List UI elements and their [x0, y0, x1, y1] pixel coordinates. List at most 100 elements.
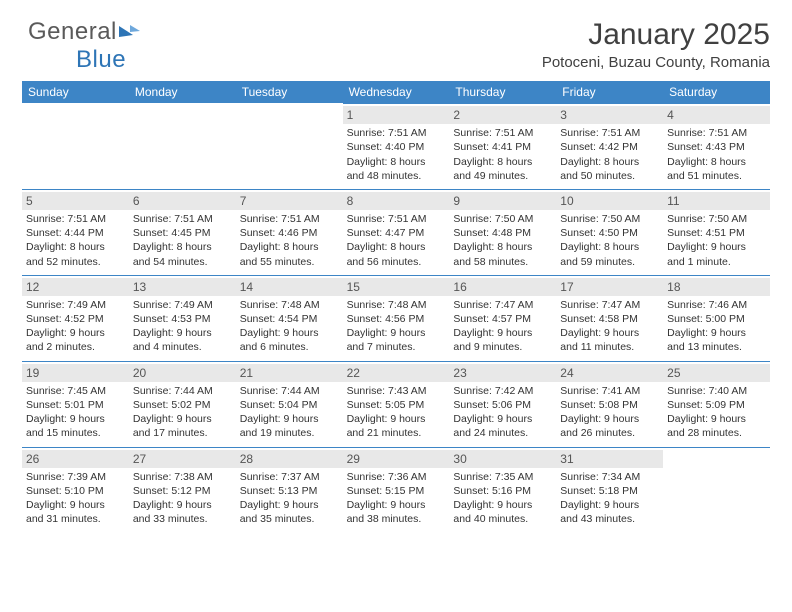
day-number: 18	[663, 278, 770, 296]
sunset-line: Sunset: 4:46 PM	[240, 226, 339, 240]
day-cell: 23Sunrise: 7:42 AMSunset: 5:06 PMDayligh…	[449, 361, 556, 447]
sunset-line: Sunset: 4:56 PM	[347, 312, 446, 326]
sunrise-line: Sunrise: 7:45 AM	[26, 384, 125, 398]
sunset-line: Sunset: 5:01 PM	[26, 398, 125, 412]
daylight-line: Daylight: 9 hours and 38 minutes.	[347, 498, 446, 526]
day-cell: 5Sunrise: 7:51 AMSunset: 4:44 PMDaylight…	[22, 189, 129, 275]
sunrise-line: Sunrise: 7:46 AM	[667, 298, 766, 312]
day-header: Sunday	[22, 81, 129, 103]
day-cell: 27Sunrise: 7:38 AMSunset: 5:12 PMDayligh…	[129, 447, 236, 533]
day-number: 8	[343, 192, 450, 210]
sunrise-line: Sunrise: 7:34 AM	[560, 470, 659, 484]
sunrise-line: Sunrise: 7:44 AM	[133, 384, 232, 398]
sunrise-line: Sunrise: 7:51 AM	[133, 212, 232, 226]
day-number: 6	[129, 192, 236, 210]
daylight-line: Daylight: 8 hours and 52 minutes.	[26, 240, 125, 268]
day-number: 17	[556, 278, 663, 296]
day-number: 10	[556, 192, 663, 210]
daylight-line: Daylight: 9 hours and 13 minutes.	[667, 326, 766, 354]
daylight-line: Daylight: 9 hours and 9 minutes.	[453, 326, 552, 354]
day-header: Tuesday	[236, 81, 343, 103]
daylight-line: Daylight: 8 hours and 56 minutes.	[347, 240, 446, 268]
logo-text-1: General	[28, 18, 117, 45]
day-number: 7	[236, 192, 343, 210]
day-number: 22	[343, 364, 450, 382]
day-cell: 13 Sunrise: 7:49 AMSunset: 4:53 PMDayligh…	[129, 275, 236, 361]
daylight-line: Daylight: 9 hours and 6 minutes.	[240, 326, 339, 354]
day-cell: 18Sunrise: 7:46 AMSunset: 5:00 PMDayligh…	[663, 275, 770, 361]
sunset-line: Sunset: 5:16 PM	[453, 484, 552, 498]
day-cell: 15Sunrise: 7:48 AMSunset: 4:56 PMDayligh…	[343, 275, 450, 361]
day-number: 5	[22, 192, 129, 210]
sunset-line: Sunset: 4:48 PM	[453, 226, 552, 240]
sunrise-line: Sunrise: 7:50 AM	[560, 212, 659, 226]
day-header: Monday	[129, 81, 236, 103]
logo-triangle2-icon	[130, 25, 140, 32]
sunrise-line: Sunrise: 7:50 AM	[453, 212, 552, 226]
daylight-line: Daylight: 9 hours and 43 minutes.	[560, 498, 659, 526]
sunset-line: Sunset: 4:52 PM	[26, 312, 125, 326]
daylight-line: Daylight: 9 hours and 4 minutes.	[133, 326, 232, 354]
day-cell: 14 Sunrise: 7:48 AMSunset: 4:54 PMDayligh…	[236, 275, 343, 361]
sunset-line: Sunset: 4:50 PM	[560, 226, 659, 240]
day-cell: 28Sunrise: 7:37 AMSunset: 5:13 PMDayligh…	[236, 447, 343, 533]
day-header: Wednesday	[343, 81, 450, 103]
day-number: 25	[663, 364, 770, 382]
sunset-line: Sunset: 4:53 PM	[133, 312, 232, 326]
day-cell: 10 Sunrise: 7:50 AMSunset: 4:50 PMDayligh…	[556, 189, 663, 275]
sunset-line: Sunset: 4:57 PM	[453, 312, 552, 326]
day-header: Thursday	[449, 81, 556, 103]
logo-text-2: Blue	[76, 46, 126, 73]
sunrise-line: Sunrise: 7:40 AM	[667, 384, 766, 398]
day-number: 21	[236, 364, 343, 382]
day-number: 13	[129, 278, 236, 296]
day-cell: 20Sunrise: 7:44 AMSunset: 5:02 PMDayligh…	[129, 361, 236, 447]
day-cell: 19Sunrise: 7:45 AMSunset: 5:01 PMDayligh…	[22, 361, 129, 447]
day-header: Saturday	[663, 81, 770, 103]
sunrise-line: Sunrise: 7:51 AM	[453, 126, 552, 140]
daylight-line: Daylight: 9 hours and 21 minutes.	[347, 412, 446, 440]
daylight-line: Daylight: 9 hours and 31 minutes.	[26, 498, 125, 526]
sunset-line: Sunset: 5:09 PM	[667, 398, 766, 412]
day-cell: 30Sunrise: 7:35 AMSunset: 5:16 PMDayligh…	[449, 447, 556, 533]
sunrise-line: Sunrise: 7:44 AM	[240, 384, 339, 398]
day-number: 29	[343, 450, 450, 468]
day-number: 14	[236, 278, 343, 296]
sunrise-line: Sunrise: 7:51 AM	[240, 212, 339, 226]
daylight-line: Daylight: 8 hours and 58 minutes.	[453, 240, 552, 268]
day-cell: 7Sunrise: 7:51 AMSunset: 4:46 PMDaylight…	[236, 189, 343, 275]
sunset-line: Sunset: 5:18 PM	[560, 484, 659, 498]
sunset-line: Sunset: 5:08 PM	[560, 398, 659, 412]
day-cell: 25 Sunrise: 7:40 AMSunset: 5:09 PMDayligh…	[663, 361, 770, 447]
sunset-line: Sunset: 4:58 PM	[560, 312, 659, 326]
sunset-line: Sunset: 4:54 PM	[240, 312, 339, 326]
day-number: 31	[556, 450, 663, 468]
daylight-line: Daylight: 9 hours and 40 minutes.	[453, 498, 552, 526]
daylight-line: Daylight: 9 hours and 19 minutes.	[240, 412, 339, 440]
day-cell: 11Sunrise: 7:50 AMSunset: 4:51 PMDayligh…	[663, 189, 770, 275]
empty-cell	[663, 447, 770, 533]
sunset-line: Sunset: 5:10 PM	[26, 484, 125, 498]
daylight-line: Daylight: 9 hours and 15 minutes.	[26, 412, 125, 440]
sunset-line: Sunset: 5:02 PM	[133, 398, 232, 412]
sunset-line: Sunset: 5:12 PM	[133, 484, 232, 498]
daylight-line: Daylight: 8 hours and 51 minutes.	[667, 155, 766, 183]
day-number: 23	[449, 364, 556, 382]
day-cell: 29Sunrise: 7:36 AMSunset: 5:15 PMDayligh…	[343, 447, 450, 533]
day-cell: 12Sunrise: 7:49 AMSunset: 4:52 PMDayligh…	[22, 275, 129, 361]
sunrise-line: Sunrise: 7:48 AM	[240, 298, 339, 312]
sunrise-line: Sunrise: 7:38 AM	[133, 470, 232, 484]
daylight-line: Daylight: 9 hours and 28 minutes.	[667, 412, 766, 440]
calendar-grid: SundayMondayTuesdayWednesdayThursdayFrid…	[22, 81, 770, 532]
day-cell: 22Sunrise: 7:43 AMSunset: 5:05 PMDayligh…	[343, 361, 450, 447]
empty-cell	[129, 103, 236, 189]
daylight-line: Daylight: 8 hours and 59 minutes.	[560, 240, 659, 268]
sunrise-line: Sunrise: 7:47 AM	[560, 298, 659, 312]
sunset-line: Sunset: 5:06 PM	[453, 398, 552, 412]
daylight-line: Daylight: 8 hours and 54 minutes.	[133, 240, 232, 268]
daylight-line: Daylight: 9 hours and 11 minutes.	[560, 326, 659, 354]
day-number: 1	[343, 106, 450, 124]
sunrise-line: Sunrise: 7:49 AM	[133, 298, 232, 312]
day-number: 2	[449, 106, 556, 124]
sunrise-line: Sunrise: 7:50 AM	[667, 212, 766, 226]
